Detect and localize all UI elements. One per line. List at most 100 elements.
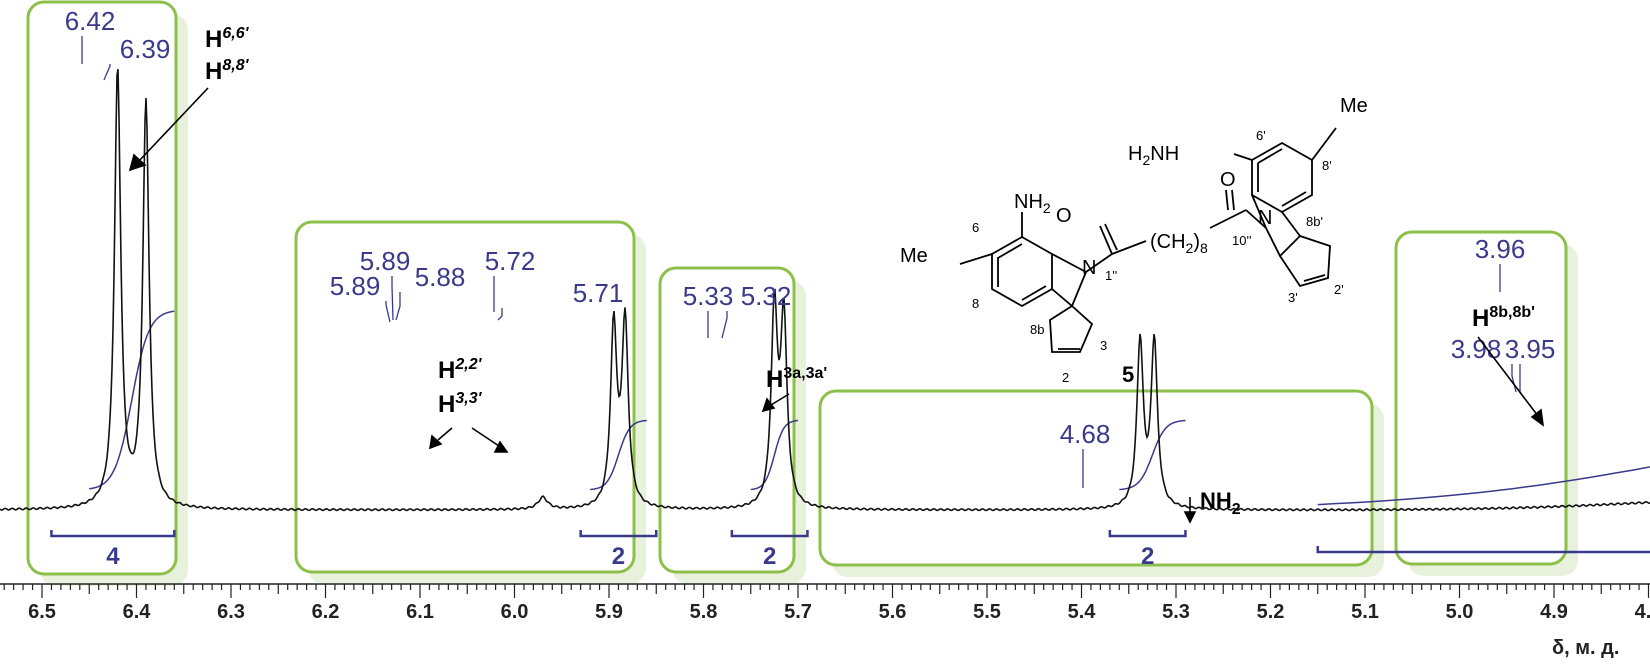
integral-curve-0 xyxy=(89,310,175,490)
struct-pos-1pp: 1'' xyxy=(1105,268,1117,283)
x-tick-label: 5.2 xyxy=(1257,601,1285,623)
x-tick-label: 5.5 xyxy=(973,601,1001,623)
x-tick-label: 5.4 xyxy=(1068,601,1097,623)
assignment-arrows xyxy=(128,87,1545,524)
peak-label-2: 5.89 xyxy=(330,271,381,301)
x-tick-label: 4.9 xyxy=(1540,601,1568,623)
x-tick-label: 4.8 xyxy=(1635,601,1650,623)
struct-pos-8b: 8b xyxy=(1030,322,1044,337)
integral-bracket-3 xyxy=(1108,530,1187,538)
spectrum-trace xyxy=(0,68,1650,512)
integral-value-1: 2 xyxy=(612,543,625,570)
structure-labels: Me NH2 N O (CH2)8 O N H2NH Me 6 8 8b 3 2… xyxy=(900,95,1368,387)
x-tick-label: 5.8 xyxy=(690,601,718,623)
peak-label-10: 3.98 xyxy=(1451,334,1502,364)
highlight-box-2 xyxy=(658,266,796,574)
peak-leader-8 xyxy=(721,311,728,339)
x-tick-label: 5.3 xyxy=(1162,601,1190,623)
struct-pos-3p: 3' xyxy=(1288,290,1298,305)
right-benzene-ring xyxy=(1251,141,1313,214)
integral-value-2: 2 xyxy=(763,543,776,570)
peak-leader-6 xyxy=(497,308,503,321)
arrow-head-nh2 xyxy=(1183,511,1197,524)
x-axis-title: δ, м. д. xyxy=(1552,637,1619,659)
x-tick-label: 6.0 xyxy=(501,601,529,623)
highlight-box-3 xyxy=(818,389,1374,567)
integral-bracket-2 xyxy=(730,530,809,538)
struct-pos-3: 3 xyxy=(1100,338,1107,353)
peak-label-3: 5.89 xyxy=(360,246,411,276)
integral-curve-nh2 xyxy=(1317,466,1650,506)
peak-label-4: 5.88 xyxy=(415,262,466,292)
x-tick-label: 6.4 xyxy=(123,601,152,623)
x-tick-label: 5.0 xyxy=(1446,601,1474,623)
assignment-nh2: NH2 xyxy=(1200,488,1241,518)
arrow-head-h2 xyxy=(428,434,443,450)
peak-label-7: 5.33 xyxy=(683,281,734,311)
struct-pos-2: 2 xyxy=(1062,370,1069,385)
peak-leader-4 xyxy=(395,292,401,321)
assignment-labels: H6,6' H8,8' H2,2' H3,3' H3a,3a' NH2 H8b,… xyxy=(205,25,1535,518)
struct-o-left: O xyxy=(1056,205,1072,227)
x-tick-label: 5.6 xyxy=(879,601,907,623)
assignment-h66: H6,6' xyxy=(205,25,250,53)
left-benzene-ring xyxy=(991,235,1053,308)
assignment-h88: H8,8' xyxy=(205,57,250,85)
struct-pos-8p: 8' xyxy=(1322,158,1332,173)
peak-labels: 6.426.395.895.895.885.725.71 5.33 5.324.68… xyxy=(65,6,1556,488)
x-tick-label: 5.1 xyxy=(1351,601,1379,623)
x-tick-label: 5.9 xyxy=(595,601,623,623)
peak-label-12: 3.95 xyxy=(1505,334,1556,364)
struct-o-right: O xyxy=(1220,169,1236,191)
x-tick-label: 6.2 xyxy=(312,601,340,623)
peak-leader-3 xyxy=(391,276,394,321)
chemical-structure xyxy=(959,127,1337,353)
integral-bracket-0 xyxy=(50,530,176,538)
struct-pos-8bp: 8b' xyxy=(1306,214,1323,229)
integral-curve-3 xyxy=(1119,419,1186,491)
struct-pos-6p: 6' xyxy=(1256,128,1266,143)
struct-pos-10pp: 10'' xyxy=(1232,233,1251,248)
peak-label-5: 5.72 xyxy=(485,246,536,276)
arrow-h66 xyxy=(137,87,209,163)
peak-label-8: 5.32 xyxy=(741,281,792,311)
peak-leader-10 xyxy=(1511,364,1517,393)
struct-pos-6: 6 xyxy=(972,220,979,235)
assignment-h3a: H3a,3a' xyxy=(766,365,827,393)
integral-curve-1 xyxy=(590,419,647,491)
compound-number: 5 xyxy=(1122,362,1134,387)
integral-curve-2 xyxy=(750,419,799,491)
integral-value-0: 4 xyxy=(106,543,120,570)
x-tick-label: 6.5 xyxy=(28,601,56,623)
struct-n-right: N xyxy=(1258,207,1272,229)
integral-bracket-1 xyxy=(579,530,658,538)
peak-label-6: 5.71 xyxy=(573,278,624,308)
integral-curves xyxy=(89,310,1650,506)
x-tick-label: 6.3 xyxy=(217,601,245,623)
highlight-box-1 xyxy=(294,220,636,574)
x-tick-label: 5.7 xyxy=(784,601,812,623)
arrow-h8b xyxy=(1477,336,1539,417)
arrow-head-h8b xyxy=(1530,408,1545,427)
struct-nh2-left: NH2 xyxy=(1014,191,1051,216)
arrow-h3 xyxy=(471,427,500,447)
integral-brackets: 422242 xyxy=(50,530,1650,570)
highlight-box-0 xyxy=(26,0,178,576)
arrow-head-h66 xyxy=(128,153,147,172)
arrow-head-h3a xyxy=(761,397,776,413)
struct-me-right: Me xyxy=(1340,95,1368,117)
peak-label-1: 6.39 xyxy=(120,34,171,64)
highlight-box-4 xyxy=(1394,230,1568,566)
assignment-h33: H3,3' xyxy=(438,390,483,418)
peak-leader-2 xyxy=(385,301,391,323)
peak-label-9: 4.68 xyxy=(1060,419,1111,449)
arrow-h2 xyxy=(437,427,453,441)
integral-bracket-4 xyxy=(1316,546,1650,554)
left-cyclopentene xyxy=(1049,304,1094,353)
struct-pos-8: 8 xyxy=(972,296,979,311)
struct-nh2-right: H2NH xyxy=(1128,143,1179,168)
assignment-h22: H2,2' xyxy=(438,356,483,384)
peak-leader-1 xyxy=(103,64,111,81)
peak-label-0: 6.42 xyxy=(65,6,116,36)
